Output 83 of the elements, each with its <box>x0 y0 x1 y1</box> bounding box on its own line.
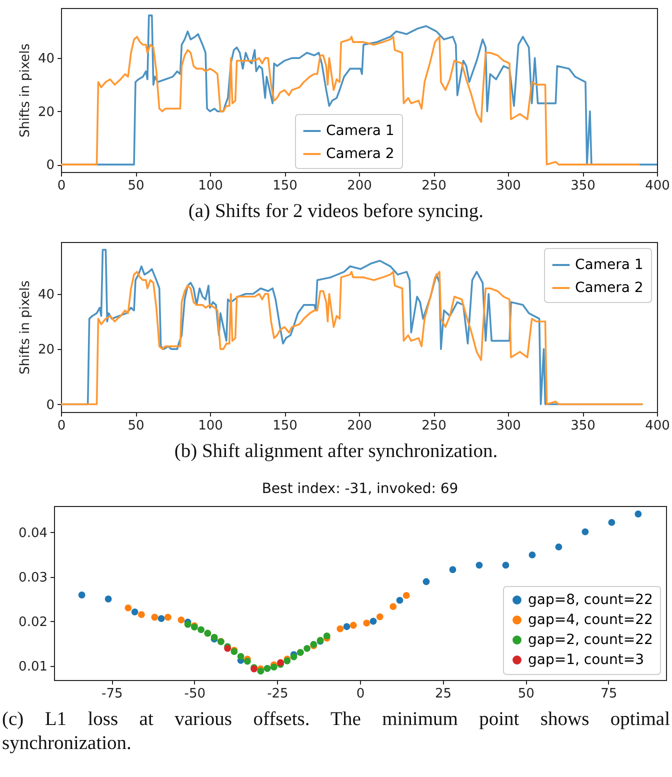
line-series <box>61 36 640 166</box>
x-tick-label: 100 <box>198 178 223 194</box>
legend-label: Camera 2 <box>326 146 394 162</box>
legend-label: Camera 2 <box>575 280 644 296</box>
chart-title: Best index: -31, invoked: 69 <box>262 481 458 497</box>
point <box>555 543 562 550</box>
x-tick-label: 350 <box>570 418 596 434</box>
x-tick-label: 150 <box>272 418 298 434</box>
point <box>323 632 330 640</box>
point <box>304 644 310 652</box>
y-axis-title: Shifts in pixels <box>18 43 33 138</box>
legend-label: gap=8, count=22 <box>528 592 653 608</box>
point <box>336 625 344 632</box>
x-tick-label: 25 <box>435 686 452 702</box>
point <box>376 613 384 620</box>
y-tick-label: 40 <box>38 52 54 67</box>
x-tick-label: 350 <box>570 178 596 194</box>
x-tick-label: 200 <box>347 418 372 434</box>
point <box>178 616 185 624</box>
point <box>449 566 456 574</box>
point <box>390 603 397 610</box>
legend-label: Camera 1 <box>326 123 394 139</box>
point <box>582 528 589 536</box>
point <box>422 578 430 586</box>
point <box>370 618 377 625</box>
y-tick-label: 0.01 <box>18 659 48 674</box>
y-tick-label: 0.03 <box>18 570 48 586</box>
x-tick-label: 50 <box>128 178 144 194</box>
point <box>608 519 616 526</box>
point <box>257 668 264 675</box>
point <box>131 608 138 616</box>
legend-label: gap=2, count=22 <box>528 632 653 648</box>
x-tick-label: 400 <box>645 418 670 434</box>
y-tick-label: 0 <box>46 398 54 413</box>
y-tick-label: 0.04 <box>18 526 48 541</box>
x-tick-label: 75 <box>600 686 618 702</box>
point <box>363 620 370 626</box>
x-tick-label: -75 <box>102 686 123 702</box>
legend-label: gap=4, count=22 <box>528 612 653 628</box>
x-tick-label: 300 <box>496 418 521 434</box>
point <box>402 592 410 599</box>
point <box>138 611 145 618</box>
point <box>343 623 350 630</box>
point <box>124 604 132 612</box>
x-tick-label: 50 <box>518 686 534 702</box>
text: (b) Shift alignment after synchronization. <box>173 440 499 464</box>
point <box>634 510 642 518</box>
x-tick-label: 150 <box>272 178 298 194</box>
x-tick-label: -25 <box>267 686 288 702</box>
x-tick-label: 250 <box>422 418 446 434</box>
text: (a) Shifts for 2 videos before syncing. <box>187 200 485 224</box>
point <box>476 562 483 569</box>
point <box>104 596 112 602</box>
x-tick-label: 0 <box>57 418 66 434</box>
point <box>270 664 278 671</box>
y-tick-label: 20 <box>38 342 54 358</box>
point <box>237 652 244 660</box>
text: (c) L1 loss at various offsets. The minimum point shows optimal synchronization. <box>2 708 670 756</box>
y-tick-label: 40 <box>38 287 54 302</box>
x-tick-label: 300 <box>496 178 521 194</box>
legend-label: Camera 1 <box>575 257 644 273</box>
point <box>164 614 172 621</box>
x-tick-label: 0 <box>356 686 365 702</box>
point <box>502 562 510 569</box>
y-tick-label: 20 <box>38 104 54 120</box>
legend-label: gap=1, count=3 <box>528 652 644 668</box>
x-tick-label: 100 <box>198 418 223 434</box>
point <box>528 551 536 558</box>
x-tick-label: 250 <box>422 178 446 194</box>
point <box>350 622 357 629</box>
y-axis-title: Shifts in pixels <box>18 280 33 374</box>
x-tick-label: -50 <box>184 686 206 702</box>
point <box>158 615 165 622</box>
point <box>396 596 404 604</box>
point <box>78 592 86 598</box>
point <box>151 614 158 621</box>
x-tick-label: 50 <box>128 418 144 434</box>
x-tick-label: 0 <box>57 178 66 194</box>
point <box>198 626 205 634</box>
y-tick-label: 0.02 <box>18 614 48 630</box>
x-tick-label: 400 <box>645 178 670 194</box>
y-tick-label: 0 <box>46 158 54 174</box>
x-tick-label: 200 <box>347 178 372 194</box>
